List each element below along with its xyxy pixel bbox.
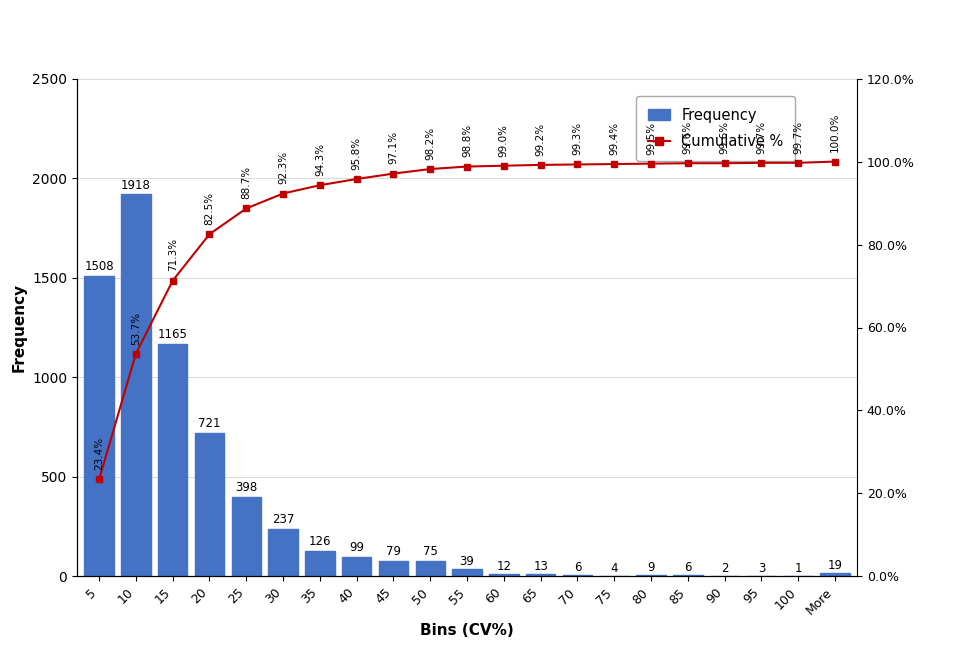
Bar [231, 497, 261, 576]
Text: 237: 237 [272, 514, 295, 526]
Text: 99.2%: 99.2% [535, 122, 546, 156]
Text: 97.1%: 97.1% [388, 132, 399, 164]
Y-axis label: Frequency: Frequency [12, 283, 27, 372]
Text: 99.6%: 99.6% [719, 121, 730, 154]
Text: 39: 39 [459, 555, 475, 568]
Text: 100.0%: 100.0% [830, 113, 840, 153]
Text: 99.7%: 99.7% [794, 121, 803, 154]
Bar [820, 572, 849, 576]
Bar [342, 557, 372, 576]
Text: 13: 13 [534, 560, 548, 573]
Text: 6: 6 [574, 561, 582, 574]
Text: 98.2%: 98.2% [426, 127, 435, 160]
Text: 82.5%: 82.5% [204, 192, 215, 225]
Bar [453, 569, 482, 576]
Text: 721: 721 [198, 417, 221, 430]
Text: 2: 2 [721, 562, 728, 575]
Text: 19: 19 [827, 559, 843, 572]
Text: 99.3%: 99.3% [572, 122, 583, 155]
Legend: Frequency, Cumulative %: Frequency, Cumulative % [636, 96, 795, 161]
Text: 398: 398 [235, 481, 257, 494]
Bar [195, 433, 224, 576]
Text: 6: 6 [684, 561, 691, 574]
Bar [85, 276, 114, 576]
Text: 94.3%: 94.3% [315, 143, 325, 176]
Text: 88.7%: 88.7% [242, 166, 251, 199]
Bar [416, 561, 445, 576]
Text: 99.0%: 99.0% [499, 124, 508, 157]
Text: 126: 126 [308, 535, 331, 548]
Text: 1: 1 [794, 562, 802, 575]
Text: 4: 4 [611, 561, 618, 574]
Text: 99.7%: 99.7% [756, 121, 767, 154]
Bar [562, 575, 592, 576]
Bar [378, 561, 408, 576]
Bar [305, 552, 334, 576]
Text: 99.6%: 99.6% [683, 121, 692, 154]
Text: 92.3%: 92.3% [278, 151, 288, 185]
Bar [673, 575, 703, 576]
Text: 1508: 1508 [85, 260, 114, 273]
Text: 23.4%: 23.4% [94, 437, 104, 470]
Text: 75: 75 [423, 546, 438, 559]
Text: 79: 79 [386, 545, 401, 557]
Bar [489, 574, 518, 576]
Bar [637, 574, 665, 576]
Text: 1165: 1165 [158, 328, 188, 341]
Bar [121, 195, 150, 576]
Text: 9: 9 [647, 561, 655, 574]
Bar [269, 529, 298, 576]
Text: 71.3%: 71.3% [168, 238, 178, 272]
Text: 99.5%: 99.5% [646, 121, 656, 155]
Text: 99: 99 [350, 540, 364, 553]
Bar [158, 345, 188, 576]
X-axis label: Bins (CV%): Bins (CV%) [420, 623, 514, 638]
Text: 98.8%: 98.8% [462, 124, 472, 157]
Text: 95.8%: 95.8% [351, 137, 362, 170]
Text: 3: 3 [758, 562, 765, 575]
Text: 53.7%: 53.7% [131, 311, 141, 345]
Bar [526, 574, 556, 576]
Text: 1918: 1918 [121, 179, 151, 191]
Text: 99.4%: 99.4% [610, 122, 619, 155]
Text: 12: 12 [496, 560, 511, 573]
